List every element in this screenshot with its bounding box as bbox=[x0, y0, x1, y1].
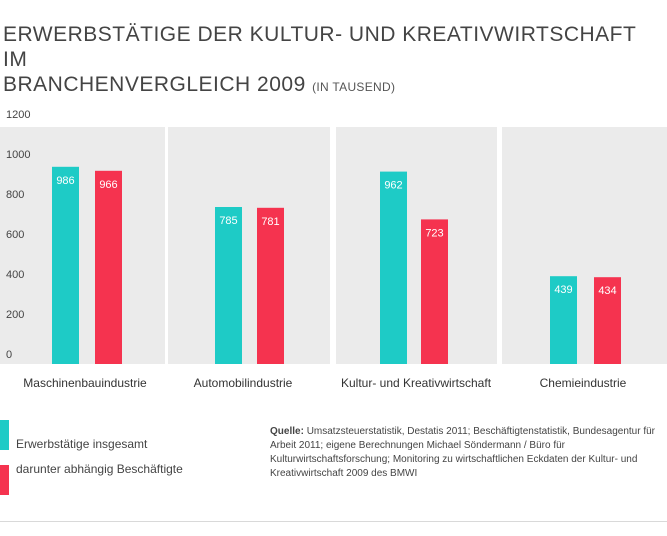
bar-value-label: 781 bbox=[261, 216, 279, 228]
source-label: Quelle: bbox=[270, 426, 304, 437]
chart-title: ERWERBSTÄTIGE DER KULTUR- UND KREATIVWIR… bbox=[3, 22, 663, 100]
bar-employed bbox=[594, 277, 621, 364]
bar-chart: 0 200 400 600 800 1000 1200 986 785 962 439 966 781 7… bbox=[0, 109, 667, 390]
bar-value-label: 723 bbox=[425, 227, 443, 239]
bar-employed bbox=[257, 207, 284, 364]
title-line-1: ERWERBSTÄTIGE DER KULTUR- UND KREATIVWIR… bbox=[3, 23, 636, 71]
bar-total bbox=[52, 166, 79, 364]
bar-value-label: 966 bbox=[99, 179, 117, 191]
bar-value-label: 962 bbox=[384, 180, 402, 192]
y-tick-label: 1200 bbox=[6, 109, 30, 121]
bar-value-label: 785 bbox=[219, 215, 237, 227]
bar-employed bbox=[95, 170, 122, 364]
y-tick-label: 400 bbox=[6, 269, 24, 281]
bottom-divider bbox=[0, 521, 667, 522]
bar-value-label: 439 bbox=[554, 284, 572, 296]
chart-panel-2 bbox=[336, 127, 497, 364]
category-label: Maschinenbauindustrie bbox=[23, 376, 147, 390]
title-unit: (IN TAUSEND) bbox=[312, 80, 396, 94]
bar-value-label: 986 bbox=[56, 175, 74, 187]
title-line-2-text: BRANCHENVERGLEICH 2009 bbox=[3, 73, 306, 96]
source-note: Quelle: Umsatzsteuerstatistik, Destatis … bbox=[270, 425, 665, 481]
category-label: Chemieindustrie bbox=[540, 376, 627, 390]
chart-panel-3 bbox=[502, 127, 667, 364]
legend-label-employed: darunter abhängig Beschäftigte bbox=[16, 462, 183, 476]
source-text: Umsatzsteuerstatistik, Destatis 2011; Be… bbox=[270, 426, 656, 479]
y-tick-label: 200 bbox=[6, 309, 24, 321]
category-label: Automobilindustrie bbox=[194, 376, 293, 390]
bar-total bbox=[380, 171, 407, 364]
title-line-2: BRANCHENVERGLEICH 2009 (IN TAUSEND) bbox=[3, 72, 663, 100]
legend-swatch-total bbox=[0, 420, 9, 450]
chart-panel-0 bbox=[0, 127, 165, 364]
chart-panel-1 bbox=[168, 127, 330, 364]
legend-label-total: Erwerbstätige insgesamt bbox=[16, 437, 148, 451]
y-tick-label: 1000 bbox=[6, 149, 30, 161]
bar-total bbox=[550, 276, 577, 364]
y-tick-label: 0 bbox=[6, 349, 12, 361]
bar-value-label: 434 bbox=[598, 285, 616, 297]
y-tick-label: 800 bbox=[6, 189, 24, 201]
category-label: Kultur- und Kreativwirtschaft bbox=[341, 376, 492, 390]
bar-total bbox=[215, 207, 242, 364]
y-tick-label: 600 bbox=[6, 229, 24, 241]
legend-swatch-employed bbox=[0, 465, 9, 495]
bar-employed bbox=[421, 219, 448, 364]
